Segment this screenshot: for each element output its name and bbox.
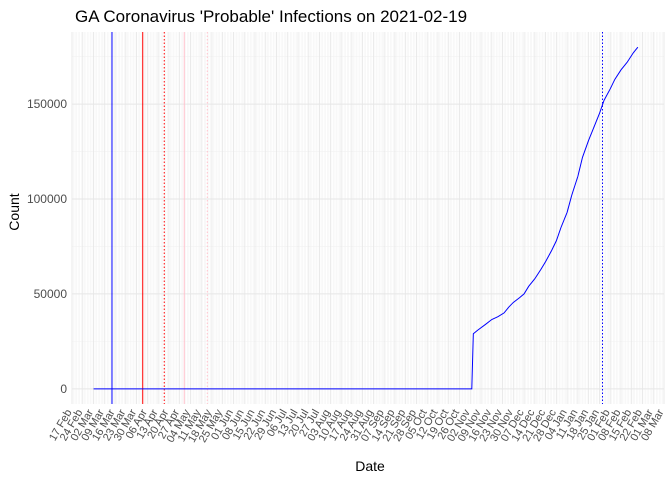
grid xyxy=(71,32,665,404)
y-tick-label: 0 xyxy=(60,382,67,396)
y-axis-ticks: 0 50000 100000 150000 xyxy=(27,97,67,396)
reference-lines xyxy=(111,32,603,404)
series xyxy=(93,46,639,390)
y-tick-label: 50000 xyxy=(34,287,68,301)
x-axis-label: Date xyxy=(355,458,385,474)
chart-title: GA Coronavirus 'Probable' Infections on … xyxy=(75,7,467,26)
series-line xyxy=(93,46,639,390)
y-axis-label: Count xyxy=(6,193,22,230)
y-tick-label: 150000 xyxy=(27,97,67,111)
y-tick-label: 100000 xyxy=(27,192,67,206)
